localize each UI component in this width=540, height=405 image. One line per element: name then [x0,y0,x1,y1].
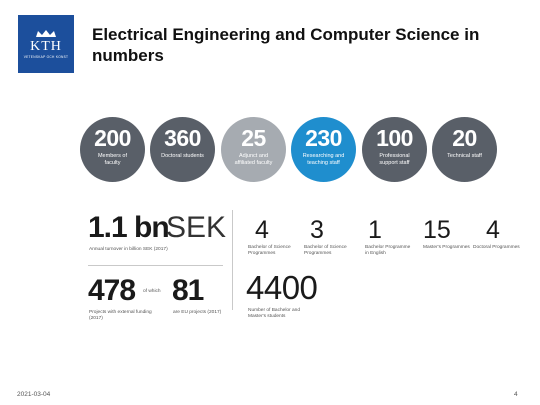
projects-connector: of which [143,289,161,294]
stat-label: Researching and teaching staff [302,153,345,166]
logo-wordmark: KTH [30,38,62,54]
stat-value: 25 [241,125,266,151]
stat-value: 20 [452,125,477,151]
students-value: 4400 [246,269,318,306]
stat-value: 200 [94,125,131,151]
programme-label: Bachelor of Science Programmes [304,245,347,256]
programme-value: 3 [310,216,324,244]
vertical-divider [232,210,233,310]
stat-circle-faculty: 200 Members of faculty [80,117,145,182]
programme-label: Bachelor of Science Programmes [248,245,291,256]
logo-subtext: VETENSKAP OCH KONST [23,54,69,59]
turnover-label: Annual turnover in billion SEK (2017) [89,247,168,252]
stat-value: 360 [164,125,201,151]
programme-label: Master's Programmes [423,245,470,250]
stat-label: Doctoral students [161,153,204,159]
programme-value: 4 [486,216,500,244]
programme-value: 4 [255,216,269,244]
stat-circle-support-staff: 100 Professional support staff [362,117,427,182]
stat-value: 230 [305,125,342,151]
projects-value: 478 [88,274,136,307]
projects-label: Projects with external funding (2017) [89,310,152,321]
stat-circle-doctoral-students: 360 Doctoral students [150,117,215,182]
slide-title: Electrical Engineering and Computer Scie… [92,25,480,65]
stat-circle-research-staff: 230 Researching and teaching staff [291,117,356,182]
crown-icon [36,29,56,37]
stat-label: Technical staff [447,153,482,159]
kth-logo: KTH VETENSKAP OCH KONST [18,15,74,73]
students-label: Number of Bachelor and Master's students [248,308,300,319]
footer-date: 2021-03-04 [17,391,51,398]
stat-value: 100 [376,125,413,151]
programme-value: 15 [423,216,451,244]
stat-circle-adjunct-faculty: 25 Adjunct and affiliated faculty [221,117,286,182]
stat-label: Professional support staff [379,153,410,166]
programme-value: 1 [368,216,382,244]
programme-label: Bachelor Programme in English [365,245,411,256]
stat-label: Adjunct and affiliated faculty [234,153,273,166]
horizontal-divider [88,265,223,266]
eu-projects-value: 81 [172,274,204,307]
stat-label: Members of faculty [97,153,128,166]
stat-circle-technical-staff: 20 Technical staff [432,117,497,182]
programme-label: Doctoral Programmes [473,245,520,250]
turnover-value: 1.1 bn [88,211,170,244]
turnover-unit: SEK [166,211,227,244]
page-number: 4 [514,391,518,398]
eu-projects-label: are EU projects (2017) [173,310,222,315]
